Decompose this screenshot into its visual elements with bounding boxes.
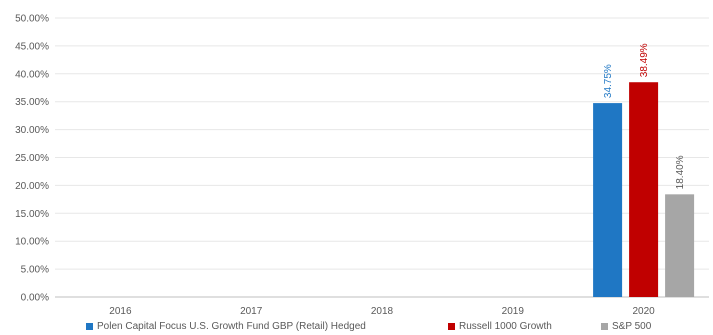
y-tick-label: 5.00% <box>21 265 49 276</box>
data-label: 38.49% <box>639 43 650 77</box>
legend-item-polen: Polen Capital Focus U.S. Growth Fund GBP… <box>86 318 366 334</box>
legend-label-russell: Russell 1000 Growth <box>459 320 552 332</box>
y-tick-label: 30.00% <box>15 125 49 136</box>
y-tick-label: 40.00% <box>15 69 49 80</box>
data-label: 34.75% <box>603 64 614 98</box>
x-tick-label: 2017 <box>240 306 263 317</box>
legend-item-russell: Russell 1000 Growth <box>448 318 552 334</box>
legend-swatch-polen <box>86 322 93 330</box>
x-tick-label: 2019 <box>502 306 525 317</box>
gridlines <box>55 17 709 298</box>
bar <box>593 103 623 297</box>
data-label: 18.40% <box>675 155 686 189</box>
bar <box>665 194 695 297</box>
legend-swatch-russell <box>448 322 455 330</box>
y-tick-label: 35.00% <box>15 97 49 108</box>
legend-label-polen: Polen Capital Focus U.S. Growth Fund GBP… <box>97 320 366 332</box>
y-tick-label: 50.00% <box>15 14 49 25</box>
data-labels: 34.75% 38.49% 18.40% <box>603 43 686 189</box>
y-tick-label: 25.00% <box>15 153 49 164</box>
y-axis-tick-labels: 0.00% 5.00% 10.00% 15.00% 20.00% 25.00% 30.00%… <box>15 14 49 304</box>
x-axis-tick-labels: 2016 2017 2018 2019 2020 <box>109 306 655 317</box>
legend-swatch-sp500 <box>601 322 608 330</box>
y-tick-label: 45.00% <box>15 41 49 52</box>
y-tick-label: 0.00% <box>21 293 49 304</box>
bars <box>593 82 695 297</box>
bar <box>629 82 659 297</box>
x-tick-label: 2018 <box>371 306 394 317</box>
legend: Polen Capital Focus U.S. Growth Fund GBP… <box>0 318 713 335</box>
legend-item-sp500: S&P 500 <box>601 318 651 334</box>
legend-label-sp500: S&P 500 <box>612 320 652 332</box>
y-tick-label: 10.00% <box>15 237 49 248</box>
y-tick-label: 15.00% <box>15 209 49 220</box>
x-tick-label: 2020 <box>632 306 655 317</box>
y-tick-label: 20.00% <box>15 181 49 192</box>
x-tick-label: 2016 <box>109 306 132 317</box>
